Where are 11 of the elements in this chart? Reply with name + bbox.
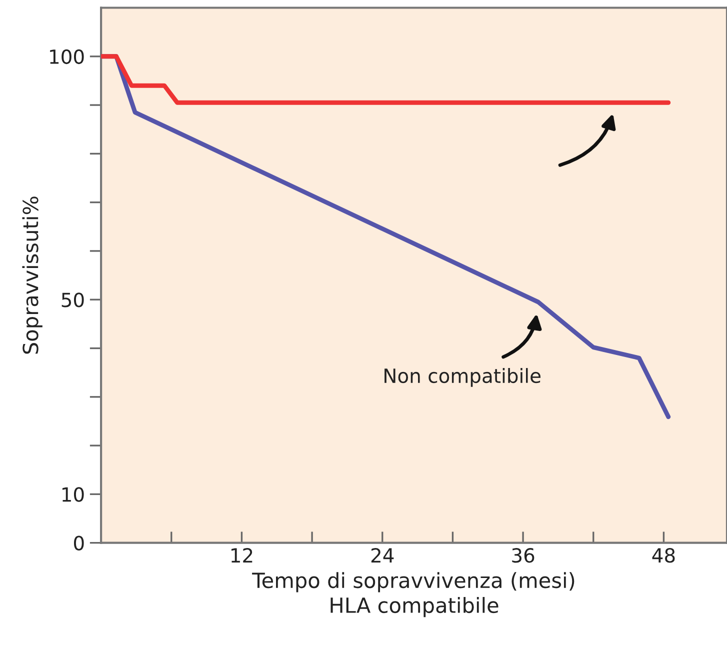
y-tick-label: 10: [62, 487, 84, 502]
x-axis-title: Tempo di sopravvivenza (mesi) HLA compatibile: [252, 572, 574, 618]
y-axis-title: Sopravvissuti%: [22, 196, 42, 354]
x-tick-label: 36: [512, 548, 534, 563]
y-tick-label: 100: [50, 49, 84, 64]
y-tick-label: 0: [74, 536, 84, 550]
x-tick-label: 48: [652, 548, 675, 563]
text: Non compatibile: [384, 368, 540, 387]
x-tick-label: 24: [371, 548, 394, 562]
x-tick-label: 12: [231, 548, 252, 562]
y-tick-label: 50: [62, 292, 84, 308]
